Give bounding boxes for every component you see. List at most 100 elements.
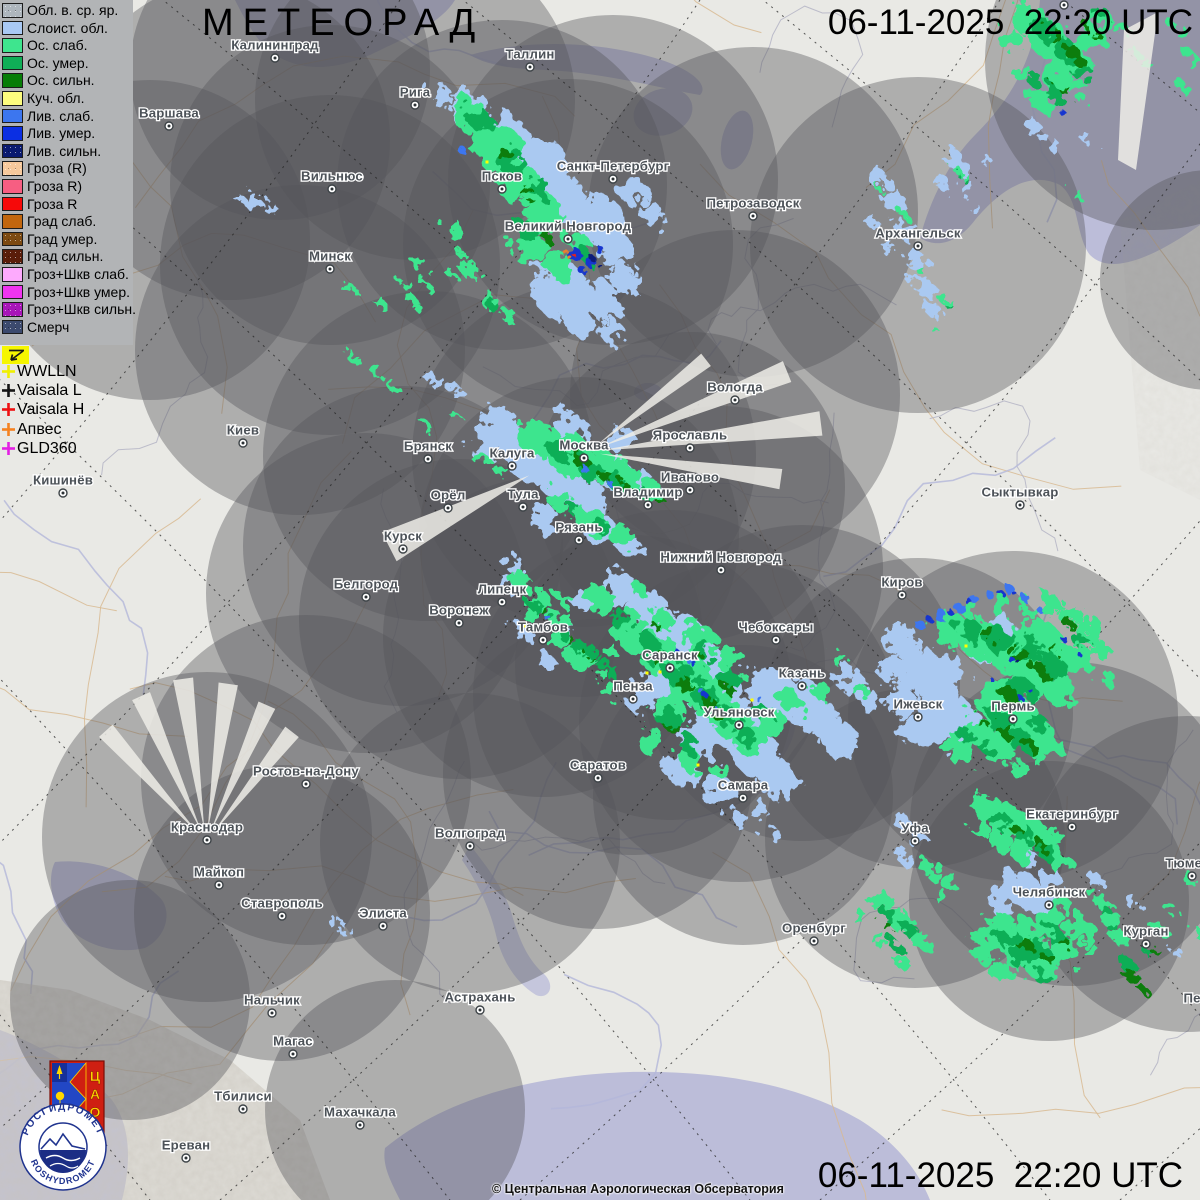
legend-item: Лив. умер. — [0, 125, 133, 142]
svg-text:Рязань: Рязань — [555, 520, 602, 535]
legend-swatch — [2, 20, 23, 36]
svg-text:О: О — [90, 1104, 101, 1120]
svg-text:Петропавловск: Петропавловск — [1183, 991, 1200, 1006]
city-labels-layer: Калининград Таллин Рига Варшава Санкт-Петерб… — [32, 0, 1200, 1163]
svg-text:Вильнюс: Вильнюс — [301, 169, 363, 184]
city-Волгоград: Волгоград — [434, 824, 507, 851]
legend-label: Гроз+Шкв умер. — [27, 283, 131, 300]
svg-text:Махачкала: Махачкала — [324, 1105, 396, 1120]
precipitation-legend: Обл. в. ср. яр. Слоист. обл. Ос. слаб. Ос. … — [0, 0, 136, 345]
city-Великий Новгород: Великий Новгород — [504, 217, 633, 244]
legend-item: Лив. сильн. — [0, 143, 133, 160]
city-Киров: Киров — [880, 573, 924, 600]
legend-swatch — [2, 284, 23, 300]
legend-label: Град слаб. — [27, 213, 97, 230]
svg-text:Ярославль: Ярославль — [653, 428, 728, 443]
legend-swatch — [2, 38, 23, 53]
city-Самара: Самара — [716, 776, 770, 803]
svg-text:Курск: Курск — [384, 529, 422, 544]
svg-text:Курган: Курган — [1123, 924, 1168, 939]
legend-item: Град умер. — [0, 231, 133, 248]
city-Махачкала: Махачкала — [323, 1103, 398, 1130]
city-Москва: Москва — [558, 436, 610, 463]
legend-label: Гроз+Шкв сильн. — [27, 301, 136, 318]
svg-text:Саранск: Саранск — [642, 648, 698, 663]
city-unnamed — [1059, 0, 1069, 10]
city-Ростов-на-Дону: Ростов-на-Дону — [252, 762, 361, 789]
legend-swatch — [2, 319, 23, 335]
city-Псков: Псков — [480, 167, 523, 194]
legend-label: Гроза R) — [27, 178, 83, 194]
svg-text:Псков: Псков — [482, 169, 522, 184]
city-Магас: Магас — [272, 1032, 314, 1059]
legend-item: Ос. слаб. — [0, 37, 133, 54]
city-Вологда: Вологда — [706, 378, 764, 405]
svg-text:Вологда: Вологда — [707, 380, 763, 395]
city-Иваново: Иваново — [660, 468, 720, 495]
legend-item: Слоист. обл. — [0, 20, 133, 37]
city-Липецк: Липецк — [476, 580, 528, 607]
legend-item: Ос. сильн. — [0, 72, 133, 89]
legend-swatch — [2, 108, 23, 124]
legend-label: Ос. сильн. — [27, 72, 95, 89]
legend-swatch — [2, 214, 23, 229]
svg-text:Москва: Москва — [559, 438, 609, 453]
legend-label: Град умер. — [27, 230, 98, 247]
city-Ереван: Ереван — [160, 1136, 211, 1163]
svg-text:Элиста: Элиста — [359, 906, 407, 921]
svg-text:Екатеринбург: Екатеринбург — [1026, 807, 1118, 822]
svg-text:Кишинёв: Кишинёв — [33, 473, 93, 488]
svg-text:Санкт-Петербург: Санкт-Петербург — [557, 159, 670, 174]
svg-text:Рига: Рига — [400, 85, 431, 100]
city-Нижний Новгород: Нижний Новгород — [659, 548, 783, 575]
lightning-source-label: Апвес — [17, 420, 62, 438]
svg-text:Воронеж: Воронеж — [429, 603, 489, 618]
page-title: МЕТЕОРАД — [202, 2, 485, 44]
cross-icon — [2, 403, 15, 417]
city-Казань: Казань — [777, 664, 826, 691]
city-Калининград: Калининград — [230, 36, 320, 63]
city-Пермь: Пермь — [990, 697, 1036, 724]
legend-item: Гроза (R) — [0, 160, 133, 177]
legend-item: Град слаб. — [0, 213, 133, 230]
city-Сыктывкар: Сыктывкар — [980, 483, 1060, 510]
legend-label: Куч. обл. — [27, 90, 85, 106]
city-Уфа: Уфа — [900, 819, 930, 846]
legend-label: Гроз+Шкв слаб. — [27, 266, 129, 282]
svg-text:Магас: Магас — [273, 1034, 313, 1049]
city-Ульяновск: Ульяновск — [702, 703, 776, 730]
svg-text:Чебоксары: Чебоксары — [738, 620, 813, 635]
city-Краснодар: Краснодар — [170, 818, 244, 845]
svg-text:Иваново: Иваново — [661, 470, 719, 485]
city-Ярославль: Ярославль — [651, 426, 728, 453]
legend-swatch — [2, 302, 23, 317]
svg-text:Пермь: Пермь — [991, 699, 1035, 714]
cross-icon — [2, 422, 15, 436]
legend-label: Лив. умер. — [27, 125, 96, 142]
city-Пенза: Пенза — [612, 677, 654, 704]
city-Тбилиси: Тбилиси — [213, 1087, 273, 1114]
svg-text:Калуга: Калуга — [489, 446, 535, 461]
legend-swatch — [2, 55, 23, 71]
legend-label: Гроза R — [27, 195, 78, 212]
legend-label: Ос. слаб. — [27, 37, 88, 54]
city-Нальчик: Нальчик — [243, 991, 301, 1018]
svg-text:Киев: Киев — [227, 423, 259, 438]
timestamp-bottom: 06-11-2025 22:20 UTC — [817, 1156, 1183, 1195]
svg-text:Нижний Новгород: Нижний Новгород — [660, 550, 782, 565]
svg-text:Владимир: Владимир — [613, 485, 682, 500]
city-Майкоп: Майкоп — [193, 863, 245, 890]
legend-label: Гроза (R) — [27, 160, 87, 177]
svg-text:Липецк: Липецк — [478, 582, 527, 597]
svg-text:Ц: Ц — [90, 1068, 101, 1084]
svg-text:Челябинск: Челябинск — [1013, 885, 1086, 900]
city-Воронеж: Воронеж — [428, 601, 490, 628]
svg-text:Ульяновск: Ульяновск — [703, 705, 774, 720]
svg-text:Архангельск: Архангельск — [875, 226, 961, 241]
city-Петропавловск: Петропавловск — [1182, 989, 1200, 1007]
city-Рига: Рига — [398, 83, 432, 110]
svg-text:Минск: Минск — [309, 249, 351, 264]
cross-icon — [2, 441, 15, 455]
city-Санкт-Петербург: Санкт-Петербург — [555, 157, 671, 184]
